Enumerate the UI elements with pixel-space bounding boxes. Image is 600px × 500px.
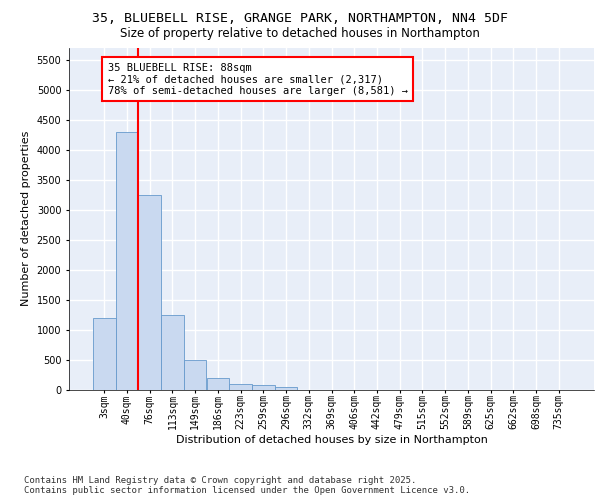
- Bar: [184, 360, 206, 390]
- Bar: [252, 386, 275, 390]
- Text: Size of property relative to detached houses in Northampton: Size of property relative to detached ho…: [120, 28, 480, 40]
- Bar: [161, 315, 184, 390]
- Text: 35, BLUEBELL RISE, GRANGE PARK, NORTHAMPTON, NN4 5DF: 35, BLUEBELL RISE, GRANGE PARK, NORTHAMP…: [92, 12, 508, 26]
- Bar: [93, 318, 116, 390]
- X-axis label: Distribution of detached houses by size in Northampton: Distribution of detached houses by size …: [176, 435, 487, 445]
- Bar: [206, 378, 229, 390]
- Text: Contains HM Land Registry data © Crown copyright and database right 2025.
Contai: Contains HM Land Registry data © Crown c…: [24, 476, 470, 495]
- Bar: [275, 387, 298, 390]
- Bar: [229, 384, 252, 390]
- Bar: [139, 194, 161, 390]
- Text: 35 BLUEBELL RISE: 88sqm
← 21% of detached houses are smaller (2,317)
78% of semi: 35 BLUEBELL RISE: 88sqm ← 21% of detache…: [107, 62, 407, 96]
- Bar: [116, 132, 139, 390]
- Y-axis label: Number of detached properties: Number of detached properties: [21, 131, 31, 306]
